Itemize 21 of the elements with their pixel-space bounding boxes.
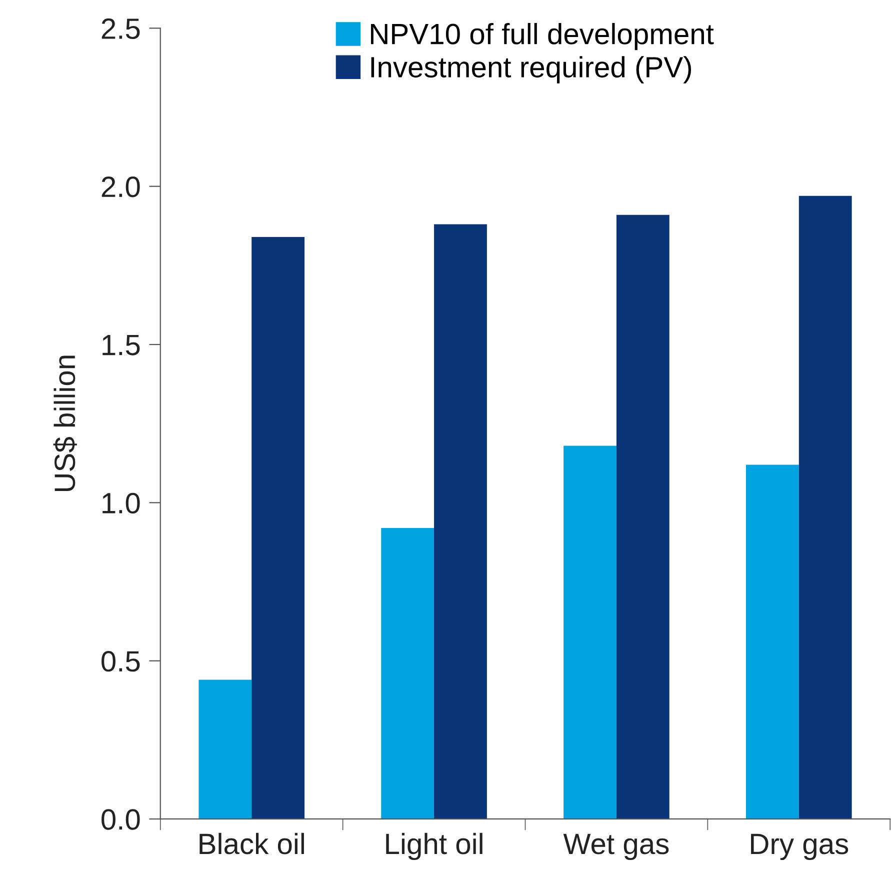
bar	[252, 236, 304, 819]
y-tick-label: 0.5	[102, 651, 140, 672]
legend-label: Investment required (PV)	[371, 56, 692, 84]
x-tick-label: Wet gas	[563, 834, 669, 860]
x-tick-label: Black oil	[200, 832, 304, 854]
legend-label: NPV10 of full development	[371, 22, 714, 50]
y-tick-label: 1.0	[102, 492, 140, 514]
x-tick-label: Light oil	[386, 832, 482, 860]
y-tick-label: 0.0	[102, 809, 140, 830]
x-tick-label: Dry gas	[751, 834, 848, 860]
bar	[616, 214, 670, 819]
y-axis-title: US$ billion	[53, 356, 77, 492]
bar	[381, 528, 434, 819]
y-tick-label: 2.5	[102, 18, 140, 40]
bar	[798, 196, 852, 819]
bar	[564, 446, 616, 819]
bar	[198, 680, 252, 819]
y-tick-label: 2.0	[102, 176, 140, 198]
y-tick-label: 1.5	[102, 335, 140, 356]
bar	[746, 464, 799, 819]
bar	[434, 224, 487, 819]
